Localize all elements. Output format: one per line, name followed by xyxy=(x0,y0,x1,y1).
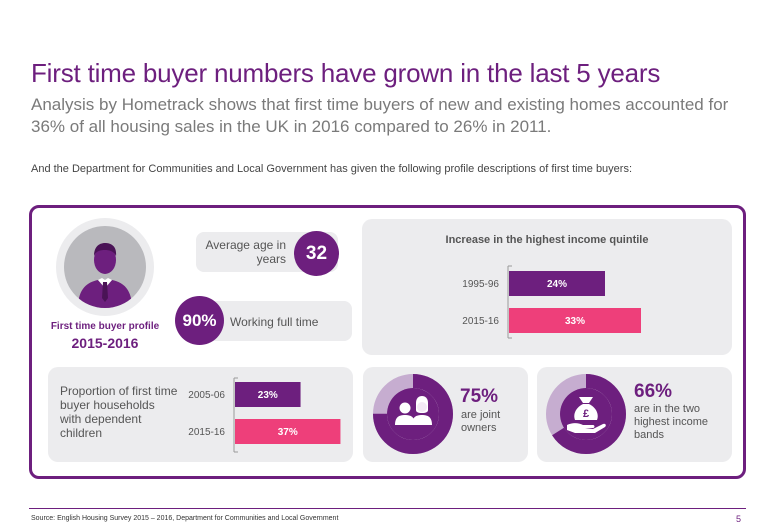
bar xyxy=(509,271,605,296)
category-label: 2005-06 xyxy=(188,390,225,401)
money-bag-icon: £ xyxy=(567,397,606,433)
person-silhouette-icon xyxy=(78,243,132,308)
joint-owners-value: 75% xyxy=(460,386,499,407)
bar xyxy=(509,308,641,333)
working-value: 90% xyxy=(175,296,224,345)
category-label: 2015-16 xyxy=(188,427,225,438)
age-label: Average age in years xyxy=(205,238,286,266)
avatar xyxy=(56,218,154,316)
infographic-frame xyxy=(29,205,746,479)
bar xyxy=(235,382,301,407)
joint-owners-label: are joint owners xyxy=(461,409,501,434)
joint-owners-arc xyxy=(373,374,453,454)
income-bands-donut: £ xyxy=(546,374,626,454)
bar-value-label: 33% xyxy=(565,316,585,327)
age-value: 32 xyxy=(294,231,339,276)
category-label: 1995-96 xyxy=(462,279,499,290)
footer-divider xyxy=(29,508,746,509)
page-number: 5 xyxy=(736,514,742,524)
profile-years: 2015-2016 xyxy=(71,335,139,351)
income-bands-value: 66% xyxy=(634,381,673,402)
page-subtitle: Analysis by Hometrack shows that first t… xyxy=(31,95,729,136)
page-title: First time buyer numbers have grown in t… xyxy=(31,58,661,88)
income-bands-label: are in the two highest income bands xyxy=(634,403,708,441)
bar xyxy=(235,419,341,444)
bar-value-label: 37% xyxy=(278,427,298,438)
income-quintile-chart: 1995-96 24% 2015-16 33% xyxy=(462,265,641,339)
source-note: Source: English Housing Survey 2015 – 20… xyxy=(31,515,339,522)
bar-value-label: 23% xyxy=(258,390,278,401)
children-label: Proportion of first time buyer household… xyxy=(60,384,178,440)
couple-icon xyxy=(395,396,432,425)
income-bands-arc xyxy=(546,374,626,454)
profile-label: First time buyer profile xyxy=(50,321,160,332)
working-label: Working full time xyxy=(230,315,319,329)
income-chart-title: Increase in the highest income quintile xyxy=(445,234,649,246)
children-chart-panel xyxy=(48,367,353,462)
intro-text: And the Department for Communities and L… xyxy=(31,163,633,175)
category-label: 2015-16 xyxy=(462,316,499,327)
svg-text:£: £ xyxy=(583,408,589,420)
bar-value-label: 24% xyxy=(547,279,567,290)
joint-owners-donut xyxy=(373,374,453,454)
dependent-children-chart: 2005-06 23% 2015-16 37% xyxy=(188,377,341,453)
